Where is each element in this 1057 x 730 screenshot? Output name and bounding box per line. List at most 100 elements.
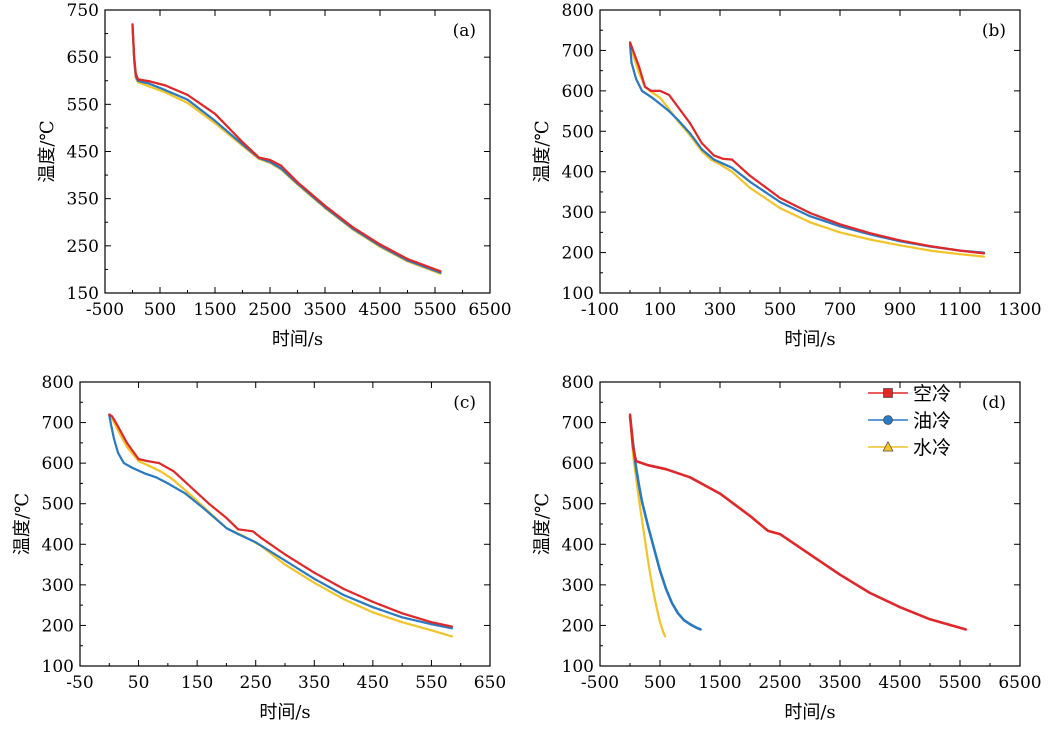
data-point-油冷: [201, 506, 205, 509]
data-point-水冷: [786, 210, 789, 213]
data-point-空冷: [439, 270, 442, 273]
data-point-油冷: [155, 476, 158, 479]
data-point-水冷: [160, 89, 163, 93]
x-tick-label: 350: [298, 673, 330, 693]
data-point-油冷: [666, 591, 669, 594]
data-point-油冷: [193, 103, 196, 106]
data-point-空冷: [634, 460, 638, 463]
data-point-空冷: [724, 157, 727, 161]
data-point-水冷: [793, 214, 797, 217]
data-point-水冷: [357, 604, 360, 607]
data-point-空冷: [739, 166, 743, 169]
data-point-油冷: [158, 477, 161, 480]
data-point-空冷: [665, 92, 668, 95]
data-point-油冷: [661, 104, 664, 107]
data-point-空冷: [891, 602, 894, 605]
data-point-油冷: [679, 615, 683, 618]
data-point-油冷: [637, 83, 641, 86]
data-point-空冷: [711, 488, 714, 491]
data-point-水冷: [653, 597, 656, 600]
data-point-水冷: [278, 558, 281, 562]
data-point-空冷: [134, 68, 137, 71]
data-point-空冷: [194, 490, 197, 493]
data-point-油冷: [681, 617, 684, 620]
data-point-油冷: [712, 158, 716, 161]
data-point-油冷: [748, 180, 752, 183]
data-point-水冷: [663, 102, 666, 105]
data-point-水冷: [156, 88, 159, 91]
data-point-空冷: [748, 174, 752, 177]
data-point-油冷: [816, 217, 819, 220]
data-point-油冷: [271, 162, 274, 165]
data-point-油冷: [245, 537, 248, 540]
data-point-空冷: [628, 41, 632, 44]
data-point-油冷: [110, 427, 113, 430]
data-point-水冷: [327, 589, 330, 593]
data-point-空冷: [763, 185, 767, 188]
y-tick-label: 500: [42, 495, 74, 515]
data-point-空冷: [883, 599, 887, 602]
data-point-油冷: [719, 161, 722, 164]
data-point-油冷: [728, 165, 731, 168]
data-point-油冷: [207, 511, 210, 514]
data-point-油冷: [672, 604, 675, 607]
data-point-油冷: [179, 489, 183, 493]
data-point-油冷: [169, 91, 173, 94]
x-tick-label: 5500: [938, 673, 981, 693]
data-point-空冷: [310, 192, 313, 195]
x-axis-title: 时间/s: [272, 329, 323, 350]
data-point-空冷: [913, 242, 917, 245]
data-point-空冷: [629, 43, 632, 46]
data-point-油冷: [156, 85, 159, 88]
data-point-水冷: [646, 554, 649, 557]
data-point-油冷: [697, 144, 701, 147]
data-point-空冷: [652, 89, 655, 92]
data-point-空冷: [415, 616, 418, 619]
data-point-水冷: [180, 99, 184, 102]
x-tick-label: 6500: [998, 673, 1041, 693]
data-point-油冷: [234, 137, 237, 140]
data-point-水冷: [119, 433, 122, 436]
data-point-空冷: [744, 170, 747, 173]
data-point-油冷: [227, 131, 230, 134]
data-point-空冷: [748, 514, 752, 518]
data-point-空冷: [175, 89, 178, 92]
data-point-空冷: [838, 223, 842, 226]
data-point-空冷: [156, 82, 159, 85]
data-point-油冷: [188, 496, 191, 499]
data-point-空冷: [946, 623, 950, 626]
data-point-空冷: [386, 606, 389, 609]
data-point-空冷: [778, 533, 782, 536]
data-point-空冷: [631, 49, 635, 52]
data-point-油冷: [682, 125, 686, 128]
data-point-空冷: [861, 229, 864, 232]
data-point-油冷: [672, 114, 675, 117]
data-point-空冷: [964, 628, 968, 631]
data-point-空冷: [213, 112, 217, 115]
data-point-空冷: [115, 423, 118, 426]
data-point-油冷: [269, 550, 272, 553]
x-tick-label: 500: [144, 300, 176, 320]
series-line-水冷: [628, 42, 985, 258]
data-point-水冷: [160, 471, 164, 474]
data-point-油冷: [112, 437, 116, 440]
data-point-水冷: [838, 231, 842, 234]
x-axis-title: 时间/s: [784, 702, 835, 723]
y-axis-title: 温度/℃: [12, 493, 33, 555]
data-point-油冷: [823, 220, 827, 223]
data-point-空冷: [271, 160, 274, 163]
data-point-空冷: [636, 61, 639, 64]
data-point-油冷: [180, 96, 184, 99]
data-point-油冷: [118, 454, 121, 457]
data-point-油冷: [220, 125, 223, 128]
data-point-水冷: [143, 462, 146, 465]
data-point-空冷: [313, 571, 316, 574]
chart-panel-2: -50 50 150 250 350 450 550 650 100 200 300 400 500 60…: [12, 373, 506, 723]
data-point-油冷: [640, 496, 643, 499]
data-point-油冷: [277, 165, 280, 168]
data-point-空冷: [190, 486, 193, 489]
data-point-空冷: [679, 110, 683, 113]
data-point-水冷: [816, 223, 819, 226]
data-point-油冷: [127, 464, 130, 467]
data-point-空冷: [260, 157, 263, 160]
